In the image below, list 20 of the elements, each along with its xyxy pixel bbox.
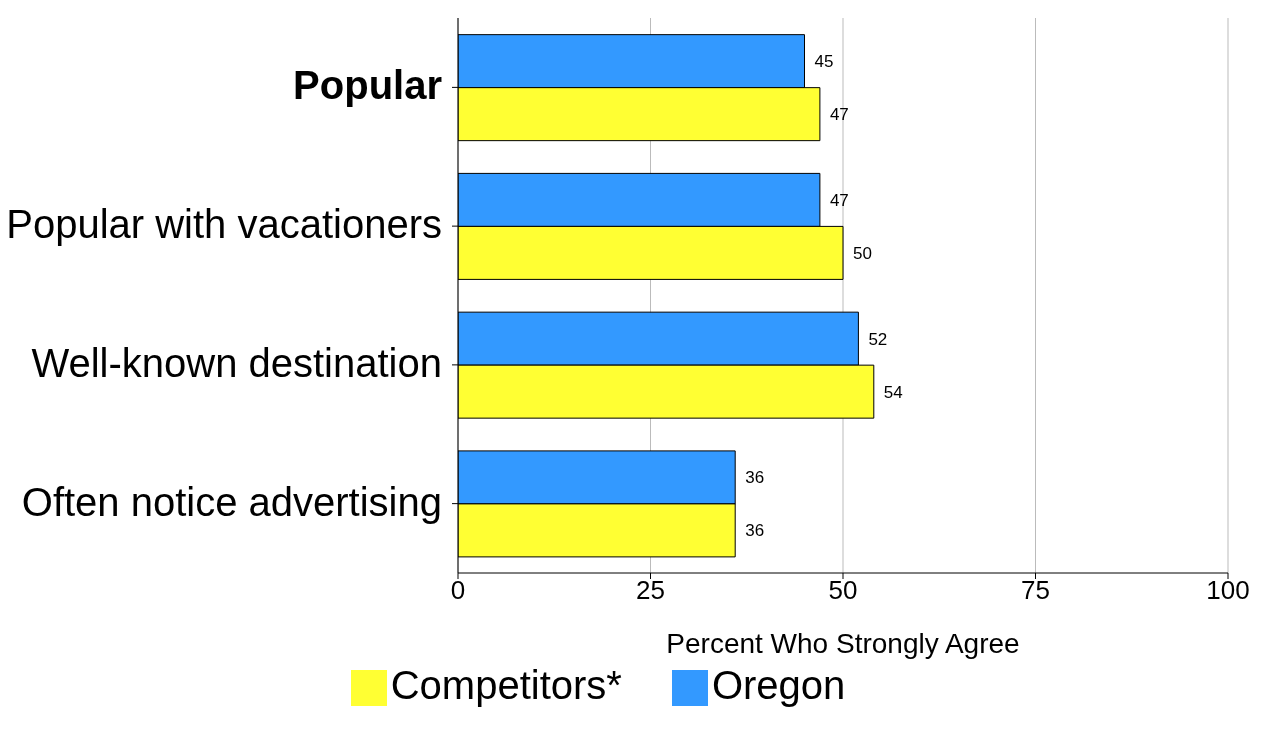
x-tick-label: 25 xyxy=(636,575,665,606)
x-tick-label: 0 xyxy=(450,575,466,606)
data-label: 36 xyxy=(745,521,765,541)
legend-label: Oregon xyxy=(711,663,846,707)
y-tick-label: Popular xyxy=(293,63,442,108)
data-label: 47 xyxy=(829,190,849,210)
x-tick-label: 100 xyxy=(1206,575,1250,606)
data-label: 36 xyxy=(745,468,765,488)
data-label: 52 xyxy=(868,329,888,349)
legend-label: Competitors* xyxy=(390,663,622,707)
y-tick-label: Popular with vacationers xyxy=(6,202,442,247)
y-tick-label: Often notice advertising xyxy=(21,479,442,524)
x-tick-label: 50 xyxy=(828,575,858,606)
data-label: 54 xyxy=(883,382,903,402)
x-tick-label: 75 xyxy=(1021,575,1050,606)
x-axis-title: Percent Who Strongly Agree xyxy=(666,628,1020,659)
data-label: 47 xyxy=(829,105,849,125)
data-label: 45 xyxy=(814,52,834,72)
y-tick-label: Well-known destination xyxy=(31,340,442,385)
data-label: 50 xyxy=(853,243,872,263)
